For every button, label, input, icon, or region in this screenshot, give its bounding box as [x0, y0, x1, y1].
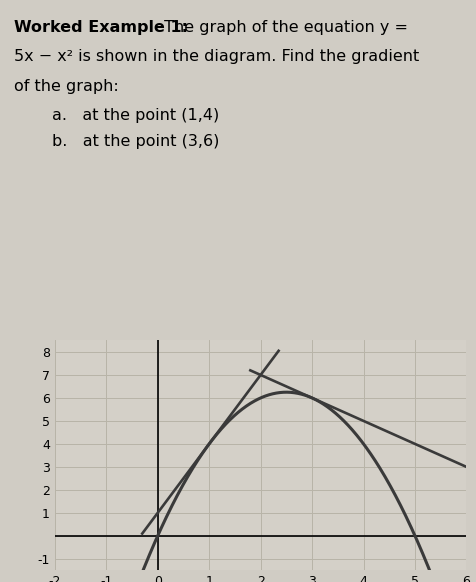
Text: a.   at the point (1,4): a. at the point (1,4)	[52, 108, 219, 123]
Text: of the graph:: of the graph:	[14, 79, 119, 94]
Text: 5x − x² is shown in the diagram. Find the gradient: 5x − x² is shown in the diagram. Find th…	[14, 49, 419, 65]
Text: b.   at the point (3,6): b. at the point (3,6)	[52, 134, 220, 149]
Text: Worked Example 1:: Worked Example 1:	[14, 20, 188, 36]
Text: The graph of the equation y =: The graph of the equation y =	[159, 20, 408, 36]
